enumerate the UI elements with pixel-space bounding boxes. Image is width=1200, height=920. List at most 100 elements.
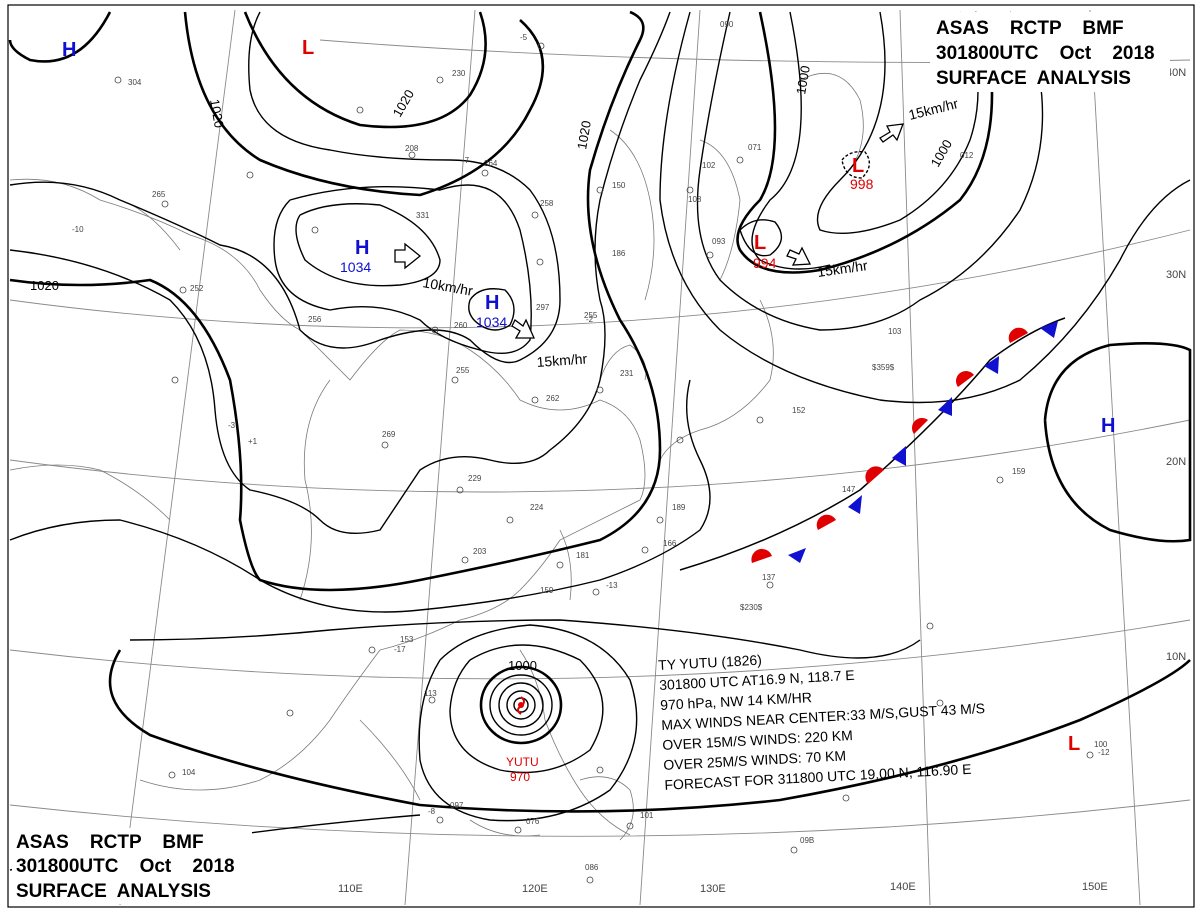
- station-label: 265: [152, 190, 166, 199]
- station-label: 229: [468, 474, 482, 483]
- typhoon-isobars: [418, 624, 638, 822]
- lat-label: 40N: [1166, 67, 1186, 79]
- station-label: 264: [484, 159, 498, 168]
- pressure-value: 998: [850, 176, 874, 192]
- station-label: 097: [450, 801, 464, 810]
- station-label: 012: [960, 151, 974, 160]
- high-pressure-symbol: H: [1101, 415, 1115, 437]
- station-label: 137: [762, 573, 776, 582]
- isobar-label: 1000: [793, 64, 813, 95]
- station-label: -7: [462, 156, 470, 165]
- station-label: 224: [530, 503, 544, 512]
- station-label: 103: [888, 327, 902, 336]
- station-label: 255: [584, 311, 598, 320]
- station-symbols: [114, 42, 1094, 884]
- isobars: [8, 10, 1192, 871]
- motion-speed-label: 15km/hr: [536, 350, 588, 370]
- typhoon-info-line: 970 hPa, NW 14 KM/HR: [660, 689, 812, 713]
- low-pressure-symbol: L: [754, 232, 766, 254]
- pressure-centers: H L H 1034 H 1034 L 998 L 994 H L: [62, 37, 1115, 755]
- station-label: 260: [454, 321, 468, 330]
- station-label: 186: [612, 249, 626, 258]
- station-label: 100: [1094, 740, 1108, 749]
- map-frame: [7, 4, 1195, 908]
- station-label: -10: [72, 225, 84, 234]
- isobar-label: 1020: [30, 278, 59, 293]
- station-label: 102: [702, 161, 716, 170]
- isobar-label: 1020: [574, 119, 594, 150]
- station-label: 093: [712, 237, 726, 246]
- low-pressure-symbol: L: [852, 155, 864, 177]
- station-label: -17: [394, 645, 406, 654]
- lon-label: 130E: [700, 883, 726, 895]
- header-line: ASAS RCTP BMF: [936, 18, 1124, 39]
- station-label: 159: [540, 586, 554, 595]
- station-label: 150: [612, 181, 626, 190]
- pressure-value: 1034: [340, 259, 371, 275]
- station-label: -3: [228, 421, 236, 430]
- header-line: SURFACE ANALYSIS: [16, 881, 211, 902]
- station-label: 230: [452, 69, 466, 78]
- station-label: -2: [586, 315, 594, 324]
- header-line: ASAS RCTP BMF: [16, 832, 204, 853]
- station-label: 166: [663, 539, 677, 548]
- station-label: 269: [382, 430, 396, 439]
- isobar-label: 1020: [207, 98, 227, 129]
- station-label: 113: [424, 689, 437, 698]
- station-label: -8: [428, 807, 436, 816]
- high-pressure-symbol: H: [62, 39, 76, 61]
- station-label: +1: [248, 437, 258, 446]
- high-pressure-symbol: H: [355, 237, 369, 259]
- station-label: 153: [400, 635, 414, 644]
- station-label: 181: [576, 551, 590, 560]
- typhoon-pressure: 970: [510, 770, 530, 784]
- lon-label: 120E: [522, 883, 548, 895]
- station-label: -12: [1098, 748, 1110, 757]
- longitude-labels: 110E 120E 130E 140E 150E: [338, 881, 1108, 895]
- typhoon-name: YUTU: [506, 755, 539, 769]
- station-label: 304: [128, 78, 142, 87]
- isobar-label: 1000: [508, 658, 537, 673]
- high-pressure-symbol: H: [485, 292, 499, 314]
- station-label: 104: [182, 768, 196, 777]
- station-label: 152: [792, 406, 806, 415]
- station-label: 101: [640, 811, 654, 820]
- lat-label: 30N: [1166, 269, 1186, 281]
- station-label: 108: [688, 195, 702, 204]
- station-label: -13: [606, 581, 618, 590]
- low-pressure-symbol: L: [1068, 733, 1080, 755]
- motion-speed-label: 15km/hr: [816, 257, 869, 280]
- lon-label: 140E: [890, 881, 916, 893]
- pressure-value: 994: [753, 255, 777, 271]
- lon-label: 110E: [338, 883, 363, 895]
- station-label: 076: [526, 817, 540, 826]
- low-pressure-symbol: L: [302, 37, 314, 59]
- station-label: -5: [520, 33, 528, 42]
- header-top: ASAS RCTP BMF 301800UTC Oct 2018 SURFACE…: [930, 12, 1170, 92]
- header-line: 301800UTC Oct 2018: [16, 856, 235, 877]
- motion-arrow: [786, 246, 812, 266]
- typhoon-center: YUTU 970: [506, 696, 539, 784]
- latitude-labels: 40N 30N 20N 10N: [1166, 67, 1186, 663]
- typhoon-info: TY YUTU (1826) 301800 UTC AT16.9 N, 118.…: [658, 652, 986, 793]
- header-line: 301800UTC Oct 2018: [936, 43, 1155, 64]
- station-label: 086: [585, 863, 599, 872]
- lon-label: 150E: [1082, 881, 1108, 893]
- pressure-value: 1034: [476, 314, 507, 330]
- station-label: 331: [416, 211, 430, 220]
- station-label: 262: [546, 394, 560, 403]
- station-label: 071: [748, 143, 762, 152]
- motion-arrows: [394, 123, 904, 339]
- station-label: 231: [620, 369, 634, 378]
- header-line: SURFACE ANALYSIS: [936, 68, 1131, 89]
- motion-speed-label: 15km/hr: [907, 95, 960, 123]
- typhoon-info-line: TY YUTU (1826): [658, 652, 762, 673]
- motion-arrow: [511, 318, 536, 339]
- station-label: $230$: [740, 603, 763, 612]
- graticule: [9, 9, 1191, 906]
- station-label: 189: [672, 503, 686, 512]
- station-label: 255: [456, 366, 470, 375]
- isobar-label: 1020: [390, 87, 417, 120]
- lat-label: 10N: [1166, 651, 1186, 663]
- motion-arrow: [879, 123, 904, 143]
